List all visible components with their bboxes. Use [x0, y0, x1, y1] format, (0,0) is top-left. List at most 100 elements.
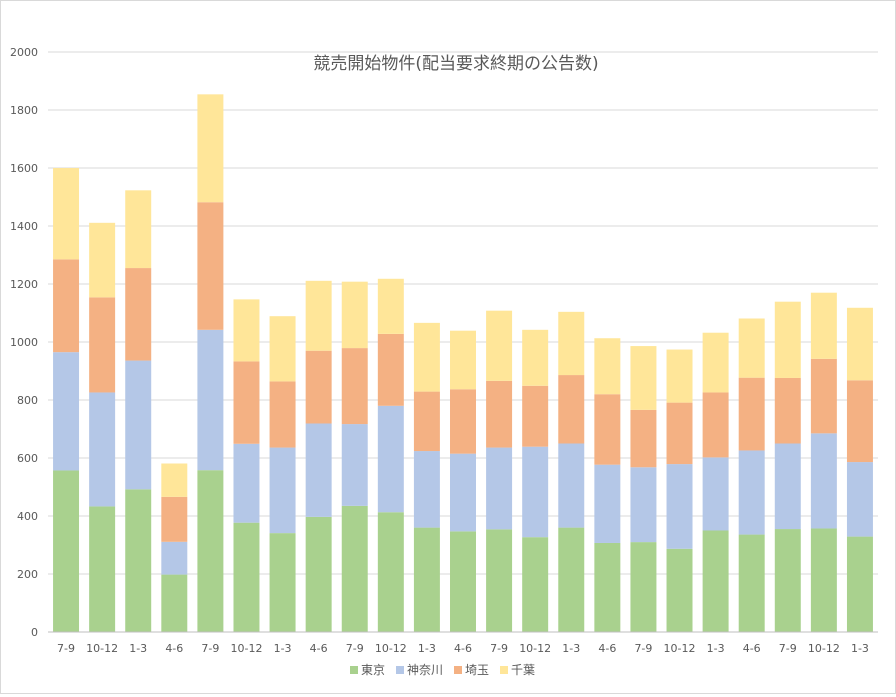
- bar-4-12: [450, 330, 476, 390]
- bar-4-17: [630, 346, 657, 410]
- bar-1-16: [594, 542, 621, 632]
- bar-4-6: [233, 299, 260, 362]
- bar-3-17: [630, 409, 657, 468]
- bar-3-13: [486, 380, 513, 448]
- x-tick-label: 7-9: [634, 642, 652, 655]
- y-tick-label: 600: [17, 452, 38, 465]
- bar-2-18: [666, 464, 693, 549]
- y-tick-label: 2000: [10, 46, 38, 59]
- bar-2-8: [305, 423, 332, 517]
- bar-2-2: [89, 392, 116, 507]
- bar-2-16: [594, 464, 621, 543]
- y-tick-label: 1800: [10, 104, 38, 117]
- bar-1-21: [774, 529, 801, 632]
- bar-3-22: [810, 358, 837, 434]
- bar-4-5: [197, 94, 224, 203]
- legend-label: 東京: [361, 663, 385, 677]
- bar-4-16: [594, 338, 621, 395]
- bar-3-5: [197, 202, 224, 330]
- x-tick-label: 7-9: [57, 642, 75, 655]
- bar-3-7: [269, 381, 296, 448]
- bar-3-4: [161, 496, 188, 542]
- legend-item-1: 東京: [350, 663, 385, 677]
- bar-2-5: [197, 329, 224, 471]
- legend-swatch: [500, 666, 508, 674]
- bar-1-8: [305, 516, 332, 632]
- bar-3-1: [53, 259, 80, 353]
- bar-1-18: [666, 548, 693, 632]
- bar-2-22: [810, 433, 837, 529]
- x-tick-label: 10-12: [808, 642, 840, 655]
- bar-4-11: [413, 322, 440, 392]
- bar-2-23: [846, 462, 873, 537]
- bar-1-9: [341, 505, 368, 632]
- bar-3-3: [125, 268, 152, 361]
- bar-3-16: [594, 394, 621, 465]
- bar-2-21: [774, 443, 801, 530]
- x-tick-label: 4-6: [165, 642, 183, 655]
- y-tick-label: 1000: [10, 336, 38, 349]
- bar-3-18: [666, 402, 693, 465]
- bar-2-20: [738, 450, 765, 535]
- bar-4-9: [341, 281, 368, 349]
- bar-1-12: [450, 531, 476, 632]
- bar-4-22: [810, 292, 837, 359]
- bar-3-10: [377, 333, 404, 406]
- bar-1-22: [810, 528, 837, 632]
- x-tick-label: 1-3: [274, 642, 292, 655]
- x-tick-label: 4-6: [743, 642, 761, 655]
- bar-1-13: [486, 529, 513, 632]
- bar-1-19: [702, 530, 729, 632]
- bar-4-20: [738, 318, 765, 378]
- bar-2-7: [269, 447, 296, 534]
- bar-1-3: [125, 489, 152, 632]
- legend-label: 埼玉: [465, 663, 489, 677]
- bar-1-6: [233, 522, 260, 632]
- bar-3-9: [341, 348, 368, 425]
- bar-2-17: [630, 467, 657, 543]
- x-tick-label: 10-12: [86, 642, 118, 655]
- bar-1-7: [269, 533, 296, 632]
- x-tick-label: 10-12: [519, 642, 551, 655]
- bar-3-6: [233, 361, 260, 444]
- y-tick-label: 1200: [10, 278, 38, 291]
- bar-3-8: [305, 350, 332, 424]
- bar-2-19: [702, 457, 729, 531]
- x-tick-label: 4-6: [310, 642, 328, 655]
- bar-1-10: [377, 512, 404, 632]
- bar-2-13: [486, 447, 513, 530]
- bar-3-20: [738, 377, 765, 451]
- bar-3-15: [558, 375, 585, 444]
- bar-2-6: [233, 443, 260, 523]
- bar-4-3: [125, 190, 152, 269]
- bar-1-20: [738, 534, 765, 632]
- bar-2-9: [341, 424, 368, 506]
- bar-4-8: [305, 280, 332, 351]
- bar-1-15: [558, 527, 585, 632]
- y-tick-label: 1600: [10, 162, 38, 175]
- legend-label: 千葉: [511, 663, 535, 677]
- bar-1-5: [197, 470, 224, 632]
- bar-4-19: [702, 332, 729, 393]
- bar-3-23: [846, 380, 873, 463]
- bar-4-2: [89, 222, 116, 298]
- y-tick-label: 800: [17, 394, 38, 407]
- x-tick-label: 1-3: [562, 642, 580, 655]
- bar-2-11: [413, 451, 440, 528]
- bar-3-14: [522, 385, 549, 447]
- x-tick-label: 4-6: [454, 642, 472, 655]
- bar-series: [53, 94, 873, 632]
- bar-1-2: [89, 506, 116, 632]
- y-tick-label: 400: [17, 510, 38, 523]
- bar-4-14: [522, 329, 549, 386]
- x-tick-label: 7-9: [201, 642, 219, 655]
- x-tick-label: 1-3: [418, 642, 436, 655]
- bar-2-3: [125, 360, 152, 490]
- legend-item-3: 埼玉: [454, 663, 489, 677]
- bar-4-4: [161, 463, 188, 497]
- legend-item-4: 千葉: [500, 663, 535, 677]
- bar-2-10: [377, 405, 404, 513]
- bar-3-12: [450, 389, 476, 454]
